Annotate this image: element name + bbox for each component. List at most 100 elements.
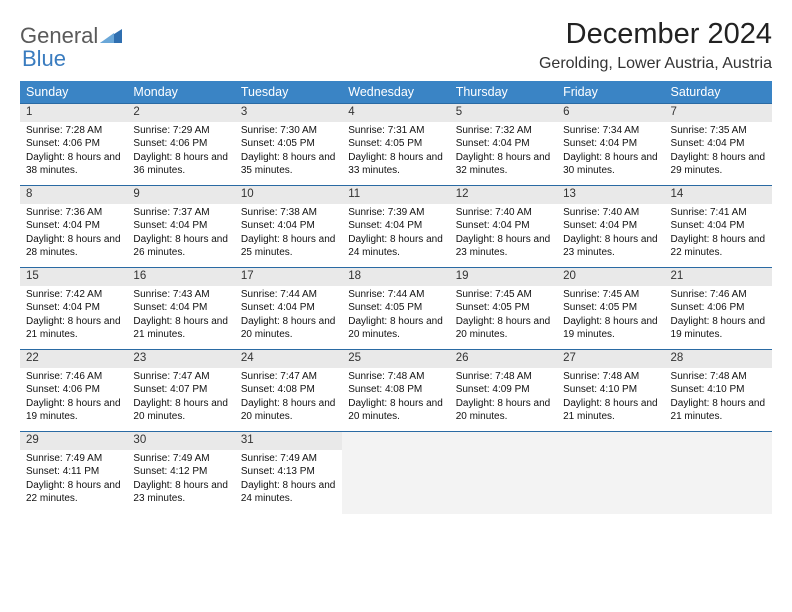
day-number: 4 (342, 104, 449, 122)
sunrise-line: Sunrise: 7:31 AM (348, 124, 443, 138)
day-number: 25 (342, 350, 449, 368)
day-content-row: Sunrise: 7:42 AMSunset: 4:04 PMDaylight:… (20, 286, 772, 350)
day-cell: Sunrise: 7:29 AMSunset: 4:06 PMDaylight:… (127, 122, 234, 186)
sunrise-line: Sunrise: 7:49 AM (133, 452, 228, 466)
sunrise-line: Sunrise: 7:32 AM (456, 124, 551, 138)
daylight-line: Daylight: 8 hours and 20 minutes. (456, 397, 551, 424)
day-number: 10 (235, 186, 342, 204)
sunset-line: Sunset: 4:06 PM (133, 137, 228, 151)
weekday-header: Monday (127, 81, 234, 104)
sunrise-line: Sunrise: 7:48 AM (563, 370, 658, 384)
sunset-line: Sunset: 4:04 PM (348, 219, 443, 233)
day-number: 31 (235, 432, 342, 450)
sunrise-line: Sunrise: 7:49 AM (241, 452, 336, 466)
sunrise-line: Sunrise: 7:37 AM (133, 206, 228, 220)
day-content-row: Sunrise: 7:28 AMSunset: 4:06 PMDaylight:… (20, 122, 772, 186)
day-cell: Sunrise: 7:35 AMSunset: 4:04 PMDaylight:… (665, 122, 772, 186)
daylight-line: Daylight: 8 hours and 19 minutes. (563, 315, 658, 342)
day-number: 8 (20, 186, 127, 204)
day-cell: Sunrise: 7:36 AMSunset: 4:04 PMDaylight:… (20, 204, 127, 268)
sunrise-line: Sunrise: 7:44 AM (348, 288, 443, 302)
day-number-row: 22232425262728 (20, 350, 772, 368)
sunrise-line: Sunrise: 7:29 AM (133, 124, 228, 138)
day-number-row: 293031 (20, 432, 772, 450)
day-cell: Sunrise: 7:30 AMSunset: 4:05 PMDaylight:… (235, 122, 342, 186)
day-number: 30 (127, 432, 234, 450)
day-number: 11 (342, 186, 449, 204)
day-content-row: Sunrise: 7:36 AMSunset: 4:04 PMDaylight:… (20, 204, 772, 268)
daylight-line: Daylight: 8 hours and 20 minutes. (241, 397, 336, 424)
sunset-line: Sunset: 4:04 PM (133, 219, 228, 233)
daylight-line: Daylight: 8 hours and 19 minutes. (26, 397, 121, 424)
day-cell: Sunrise: 7:45 AMSunset: 4:05 PMDaylight:… (450, 286, 557, 350)
sunset-line: Sunset: 4:04 PM (563, 137, 658, 151)
sunrise-line: Sunrise: 7:43 AM (133, 288, 228, 302)
sunrise-line: Sunrise: 7:48 AM (671, 370, 766, 384)
sunset-line: Sunset: 4:04 PM (26, 301, 121, 315)
sunrise-line: Sunrise: 7:41 AM (671, 206, 766, 220)
day-number: 3 (235, 104, 342, 122)
day-cell: Sunrise: 7:43 AMSunset: 4:04 PMDaylight:… (127, 286, 234, 350)
day-number: 28 (665, 350, 772, 368)
page-title: December 2024 (539, 18, 772, 51)
day-content-row: Sunrise: 7:46 AMSunset: 4:06 PMDaylight:… (20, 368, 772, 432)
daylight-line: Daylight: 8 hours and 32 minutes. (456, 151, 551, 178)
sunrise-line: Sunrise: 7:36 AM (26, 206, 121, 220)
calendar-table: SundayMondayTuesdayWednesdayThursdayFrid… (20, 81, 772, 514)
daylight-line: Daylight: 8 hours and 30 minutes. (563, 151, 658, 178)
daylight-line: Daylight: 8 hours and 24 minutes. (241, 479, 336, 506)
sunset-line: Sunset: 4:06 PM (26, 137, 121, 151)
sunrise-line: Sunrise: 7:46 AM (671, 288, 766, 302)
daylight-line: Daylight: 8 hours and 25 minutes. (241, 233, 336, 260)
day-number (665, 432, 772, 450)
day-cell: Sunrise: 7:48 AMSunset: 4:09 PMDaylight:… (450, 368, 557, 432)
brand-line2: Blue (20, 47, 122, 70)
weekday-header: Saturday (665, 81, 772, 104)
sunrise-line: Sunrise: 7:45 AM (456, 288, 551, 302)
day-cell: Sunrise: 7:38 AMSunset: 4:04 PMDaylight:… (235, 204, 342, 268)
daylight-line: Daylight: 8 hours and 36 minutes. (133, 151, 228, 178)
day-cell: Sunrise: 7:48 AMSunset: 4:10 PMDaylight:… (665, 368, 772, 432)
brand-line1: General (20, 24, 98, 47)
day-number: 26 (450, 350, 557, 368)
sunset-line: Sunset: 4:05 PM (348, 137, 443, 151)
day-cell: Sunrise: 7:49 AMSunset: 4:12 PMDaylight:… (127, 450, 234, 514)
day-cell: Sunrise: 7:34 AMSunset: 4:04 PMDaylight:… (557, 122, 664, 186)
day-number: 16 (127, 268, 234, 286)
day-cell (557, 450, 664, 514)
header: General Blue December 2024 Gerolding, Lo… (20, 18, 772, 73)
day-number: 13 (557, 186, 664, 204)
day-number: 14 (665, 186, 772, 204)
sunset-line: Sunset: 4:04 PM (563, 219, 658, 233)
sunset-line: Sunset: 4:05 PM (348, 301, 443, 315)
sunset-line: Sunset: 4:04 PM (133, 301, 228, 315)
weekday-header: Tuesday (235, 81, 342, 104)
day-cell: Sunrise: 7:41 AMSunset: 4:04 PMDaylight:… (665, 204, 772, 268)
weekday-header-row: SundayMondayTuesdayWednesdayThursdayFrid… (20, 81, 772, 104)
sunset-line: Sunset: 4:05 PM (241, 137, 336, 151)
sunset-line: Sunset: 4:10 PM (563, 383, 658, 397)
title-block: December 2024 Gerolding, Lower Austria, … (539, 18, 772, 73)
sunrise-line: Sunrise: 7:47 AM (241, 370, 336, 384)
day-cell: Sunrise: 7:45 AMSunset: 4:05 PMDaylight:… (557, 286, 664, 350)
daylight-line: Daylight: 8 hours and 29 minutes. (671, 151, 766, 178)
sunset-line: Sunset: 4:08 PM (348, 383, 443, 397)
daylight-line: Daylight: 8 hours and 20 minutes. (348, 315, 443, 342)
sunrise-line: Sunrise: 7:34 AM (563, 124, 658, 138)
sunset-line: Sunset: 4:06 PM (26, 383, 121, 397)
sunrise-line: Sunrise: 7:38 AM (241, 206, 336, 220)
day-cell: Sunrise: 7:37 AMSunset: 4:04 PMDaylight:… (127, 204, 234, 268)
day-number: 23 (127, 350, 234, 368)
sunrise-line: Sunrise: 7:39 AM (348, 206, 443, 220)
sunrise-line: Sunrise: 7:40 AM (456, 206, 551, 220)
sunset-line: Sunset: 4:04 PM (671, 137, 766, 151)
day-number: 21 (665, 268, 772, 286)
daylight-line: Daylight: 8 hours and 24 minutes. (348, 233, 443, 260)
daylight-line: Daylight: 8 hours and 35 minutes. (241, 151, 336, 178)
daylight-line: Daylight: 8 hours and 22 minutes. (26, 479, 121, 506)
sunrise-line: Sunrise: 7:42 AM (26, 288, 121, 302)
day-cell: Sunrise: 7:44 AMSunset: 4:05 PMDaylight:… (342, 286, 449, 350)
sunrise-line: Sunrise: 7:46 AM (26, 370, 121, 384)
day-number: 19 (450, 268, 557, 286)
sunrise-line: Sunrise: 7:49 AM (26, 452, 121, 466)
